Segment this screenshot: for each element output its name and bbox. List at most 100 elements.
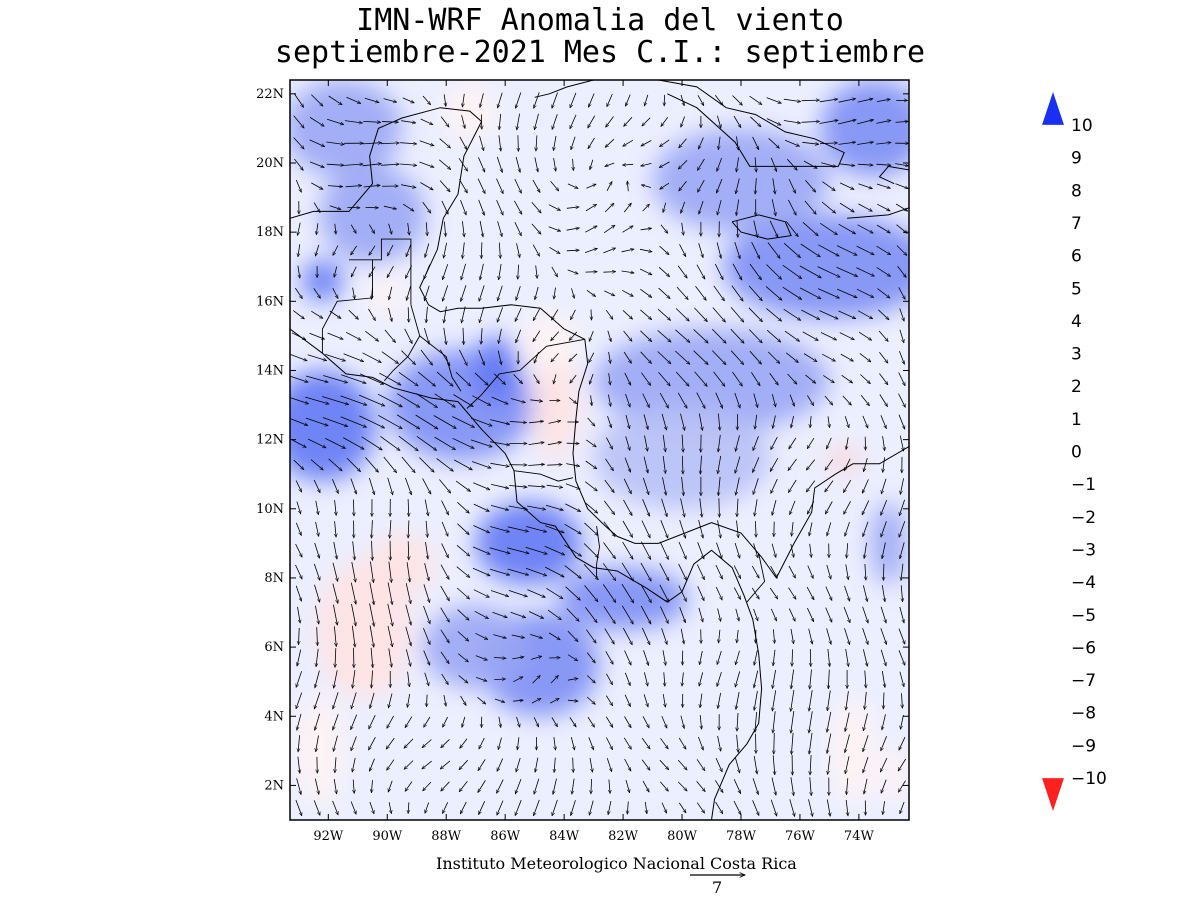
- wind-vector-821: [389, 286, 393, 300]
- wind-vector-342: [332, 583, 338, 604]
- wind-vector-1024: [362, 164, 382, 167]
- wind-vector-622: [470, 417, 492, 426]
- wind-vector-707: [787, 373, 797, 384]
- wind-vector-675: [824, 395, 833, 405]
- wind-vector-291: [641, 627, 651, 645]
- wind-vector-334: [807, 607, 815, 622]
- wind-vector-312: [405, 604, 411, 626]
- wind-vector-486: [473, 503, 490, 512]
- wind-vector-905: [679, 244, 687, 256]
- wind-vector-633: [680, 413, 685, 431]
- wind-vector-261: [717, 650, 722, 664]
- wind-vector-685: [379, 372, 401, 386]
- wind-vector-973: [681, 201, 686, 213]
- wind-vector-1120: [876, 120, 891, 124]
- wind-vector-959: [422, 201, 431, 213]
- wind-vector-504: [806, 501, 815, 514]
- wind-vector-853: [350, 266, 357, 277]
- wind-vector-981: [821, 201, 836, 213]
- wind-vector-1030: [478, 157, 486, 172]
- wind-vector-438: [847, 543, 848, 558]
- wind-vector-691: [493, 373, 505, 385]
- wind-vector-753: [384, 329, 396, 343]
- wind-vector-235: [865, 670, 866, 689]
- colorbar-min-triangle: [1042, 778, 1064, 811]
- wind-vector-215: [494, 679, 505, 680]
- wind-vector-406: [883, 563, 884, 581]
- wind-vector-1109: [681, 116, 685, 128]
- wind-vector-868: [621, 271, 635, 273]
- wind-vector-870: [658, 266, 670, 277]
- wind-vector-535: [753, 478, 759, 494]
- wind-vector-944: [769, 220, 779, 238]
- wind-vector-288: [586, 629, 596, 643]
- wind-vector-818: [332, 288, 339, 298]
- wind-vector-950: [876, 224, 890, 233]
- wind-vector-184: [550, 697, 559, 704]
- wind-vector-73: [387, 759, 395, 771]
- wind-vector-417: [456, 544, 470, 556]
- wind-vector-182: [512, 700, 523, 701]
- coastline-2: [711, 446, 909, 579]
- wind-vector-698: [624, 372, 632, 385]
- wind-vector-163: [791, 710, 795, 733]
- colorbar-label: −7: [1071, 671, 1096, 691]
- wind-vector-90: [696, 759, 705, 770]
- wind-vector-477: [315, 500, 319, 515]
- wind-vector-36: [333, 778, 336, 794]
- wind-vector-566: [700, 455, 701, 474]
- wind-vector-75: [422, 760, 432, 769]
- wind-vector-842: [765, 286, 782, 300]
- wind-vector-800: [622, 310, 633, 319]
- wind-vector-1049: [821, 162, 836, 167]
- wind-vector-359: [640, 584, 652, 603]
- wind-vector-579: [307, 438, 326, 449]
- wind-vector-1036: [590, 159, 594, 170]
- wind-vector-648: [321, 396, 349, 405]
- wind-vector-211: [424, 672, 429, 686]
- wind-vector-366: [769, 587, 778, 599]
- wind-vector-16: [589, 800, 594, 816]
- colorbar-label: −4: [1071, 573, 1096, 593]
- wind-vector-1144: [697, 95, 705, 105]
- wind-vector-404: [845, 564, 849, 579]
- wind-vector-638: [773, 415, 776, 429]
- wind-vector-743: [822, 353, 835, 362]
- wind-vector-103: [316, 735, 319, 751]
- wind-vector-1124: [328, 95, 342, 105]
- wind-vector-166: [845, 712, 850, 732]
- wind-vector-21: [678, 802, 686, 813]
- wind-vector-888: [369, 245, 376, 256]
- lat-tick-label: 4N: [264, 709, 284, 724]
- wind-vector-880: [836, 266, 858, 277]
- wind-vector-1089: [309, 117, 324, 126]
- wind-vector-592: [547, 442, 562, 446]
- wind-vector-586: [434, 436, 456, 450]
- wind-vector-1128: [402, 97, 414, 104]
- colorbar-label: 2: [1071, 377, 1082, 397]
- wind-vector-524: [546, 484, 563, 487]
- wind-vector-354: [546, 587, 563, 599]
- anomaly-blob-18: [295, 695, 344, 807]
- wind-vector-416: [441, 543, 449, 558]
- wind-vector-1009: [716, 179, 723, 193]
- wind-vector-1058: [362, 143, 381, 144]
- wind-vector-198: [809, 690, 813, 711]
- wind-vector-526: [584, 481, 597, 491]
- wind-vector-227: [717, 671, 722, 686]
- wind-vector-709: [823, 375, 834, 382]
- wind-vector-774: [766, 329, 781, 342]
- wind-vector-716: [325, 354, 345, 361]
- wind-vector-682: [323, 375, 347, 383]
- wind-vector-514: [369, 477, 374, 495]
- wind-vector-156: [661, 715, 668, 728]
- wind-vector-65: [864, 778, 868, 794]
- wind-vector-52: [625, 779, 630, 793]
- wind-vector-686: [398, 371, 418, 386]
- wind-vector-745: [859, 353, 871, 362]
- wind-vector-706: [769, 372, 779, 385]
- wind-vector-99: [863, 756, 869, 773]
- wind-vector-364: [733, 587, 741, 600]
- wind-vector-980: [804, 200, 816, 214]
- wind-vector-681: [305, 375, 328, 382]
